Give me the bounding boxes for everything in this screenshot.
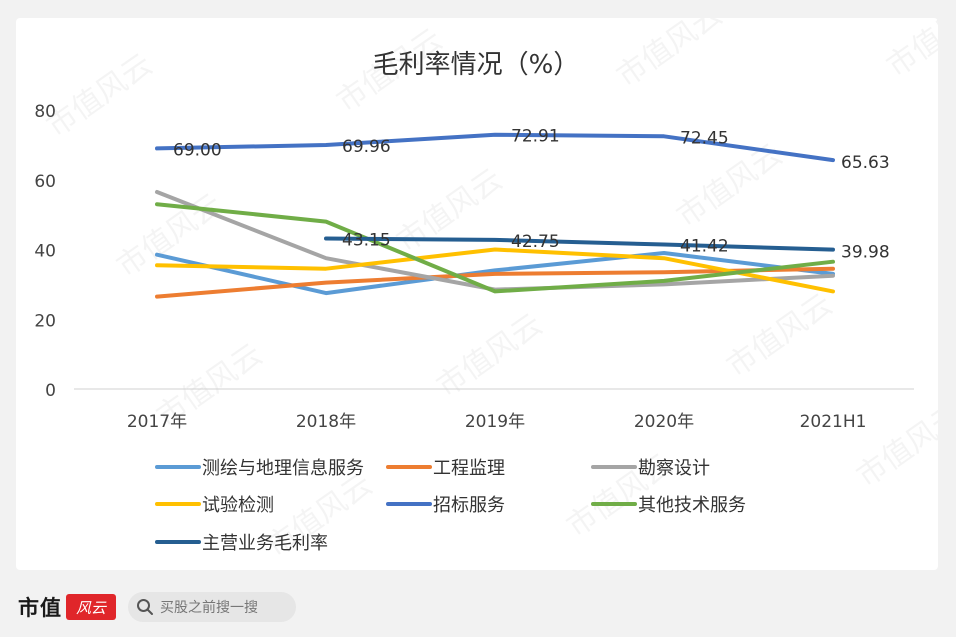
legend-item[interactable]: 主营业务毛利率 — [155, 533, 328, 554]
search-icon — [137, 599, 153, 615]
data-label: 41.42 — [680, 237, 729, 257]
brand-logo[interactable]: 市值 风云 — [18, 592, 116, 622]
search-box[interactable]: 买股之前搜一搜 — [128, 592, 296, 622]
data-label: 72.91 — [511, 127, 560, 147]
search-placeholder: 买股之前搜一搜 — [160, 600, 258, 616]
data-labels: 69.00 69.96 72.91 72.45 65.63 43.15 42.75 41.42… — [173, 127, 890, 263]
series-line — [155, 132, 835, 163]
series-lines — [155, 132, 835, 299]
y-axis-ticks: 0 20 40 60 80 — [34, 102, 56, 401]
y-tick-label: 60 — [34, 172, 56, 192]
y-tick-label: 20 — [34, 311, 56, 331]
legend-label: 主营业务毛利率 — [202, 533, 328, 554]
x-tick-label: 2017年 — [127, 412, 187, 432]
legend-item[interactable]: 其他技术服务 — [591, 495, 746, 516]
legend-label: 测绘与地理信息服务 — [202, 458, 364, 479]
legend-item[interactable]: 勘察设计 — [591, 458, 710, 479]
data-label: 39.98 — [841, 243, 890, 263]
legend-label: 工程监理 — [433, 458, 505, 479]
legend-label: 勘察设计 — [638, 458, 710, 479]
brand-seal: 风云 — [66, 594, 116, 620]
watermark-text: 市值风云 — [111, 187, 229, 284]
watermark-text: 市值风云 — [391, 162, 509, 259]
legend-label: 其他技术服务 — [638, 495, 746, 516]
legend-item[interactable]: 测绘与地理信息服务 — [155, 458, 364, 479]
x-tick-label: 2019年 — [465, 412, 525, 432]
data-label: 72.45 — [680, 128, 729, 148]
legend-item[interactable]: 工程监理 — [386, 458, 505, 479]
y-tick-label: 0 — [45, 381, 56, 401]
legend-item[interactable]: 招标服务 — [386, 495, 505, 516]
series-line — [155, 251, 835, 296]
brand-name: 市值 — [18, 595, 62, 620]
watermark-text: 市值风云 — [611, 18, 729, 95]
series-line — [155, 202, 835, 294]
x-tick-label: 2020年 — [634, 412, 694, 432]
chart-title: 毛利率情况（%） — [373, 50, 580, 80]
data-label: 65.63 — [841, 153, 890, 173]
chart-card: 市值风云 市值风云 市值风云 市值风云 市值风云 市值风云 市值风云 市值风云 市值风云 市值风云… — [16, 18, 938, 570]
x-tick-label: 2021H1 — [800, 412, 867, 432]
footer-bar: 市值 风云 买股之前搜一搜 — [0, 578, 956, 637]
x-axis-ticks: 2017年 2018年 2019年 2020年 2021H1 — [127, 412, 867, 432]
data-label: 43.15 — [342, 231, 391, 251]
y-tick-label: 40 — [34, 242, 56, 262]
data-label: 69.00 — [173, 140, 222, 160]
legend-label: 试验检测 — [202, 495, 274, 516]
y-tick-label: 80 — [34, 102, 56, 122]
legend-item[interactable]: 试验检测 — [155, 495, 274, 516]
legend-label: 招标服务 — [433, 495, 505, 516]
x-tick-label: 2018年 — [296, 412, 356, 432]
watermark-text: 市值风云 — [431, 307, 549, 404]
series-line — [155, 247, 835, 294]
watermark-text: 市值风云 — [881, 18, 938, 85]
watermark-text: 市值风云 — [41, 47, 159, 144]
data-label: 42.75 — [511, 232, 560, 252]
series-line — [324, 236, 835, 252]
watermark-text: 市值风云 — [721, 287, 839, 384]
data-label: 69.96 — [342, 137, 391, 157]
